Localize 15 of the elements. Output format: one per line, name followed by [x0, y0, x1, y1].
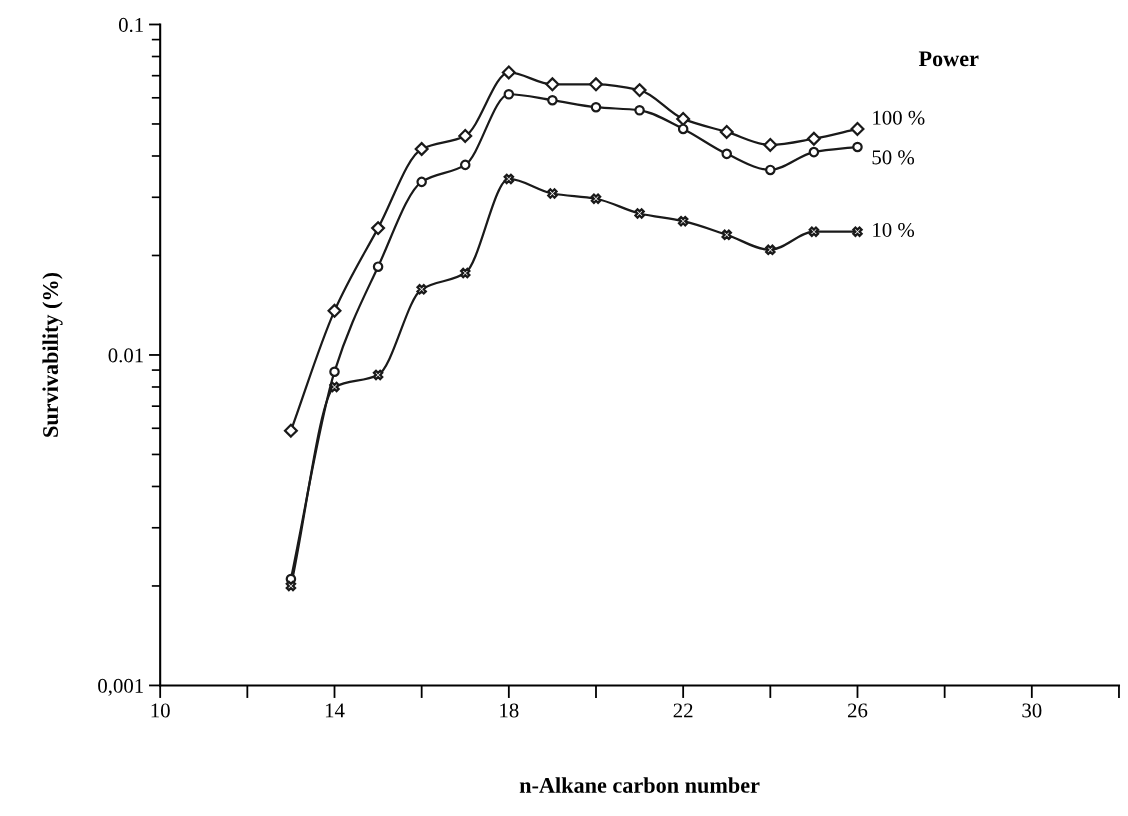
x-axis-title: n-Alkane carbon number	[519, 777, 760, 793]
y-tick-label: 0.1	[118, 17, 143, 32]
x-tick-label: 26	[847, 703, 868, 718]
y-axis-title: Survivability (%)	[42, 272, 63, 437]
x-tick-label: 10	[151, 703, 170, 718]
series-label: 100 %	[873, 110, 925, 125]
legend-title: Power	[918, 51, 979, 67]
y-tick-label: 0,001	[98, 678, 143, 696]
x-tick-label: 14	[325, 703, 345, 718]
x-tick-label: 18	[500, 703, 519, 718]
series-label: 50 %	[872, 150, 915, 165]
y-tick-label: 0.01	[108, 348, 143, 363]
x-tick-label: 30	[1022, 703, 1042, 718]
series-label: 10 %	[873, 222, 915, 237]
x-tick-label: 22	[673, 703, 693, 718]
